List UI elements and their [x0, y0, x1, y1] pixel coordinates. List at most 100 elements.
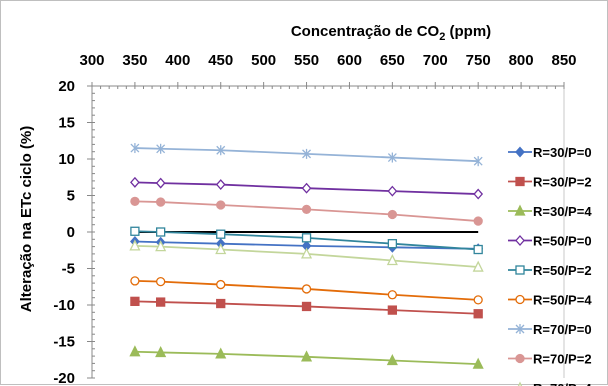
data-point [216, 200, 226, 210]
data-point [301, 301, 312, 312]
data-point [387, 209, 398, 220]
data-point [155, 345, 167, 358]
series-line [134, 244, 479, 268]
legend-marker [515, 176, 525, 187]
legend-label: R=70/P=4 [533, 381, 592, 386]
data-point [300, 247, 313, 259]
series-line [134, 147, 479, 163]
legend-item: R=50/P=4 [508, 293, 592, 308]
data-point [472, 260, 484, 272]
data-point [386, 354, 398, 366]
data-point [387, 185, 398, 197]
legend-marker [515, 324, 525, 334]
data-point [156, 297, 166, 307]
data-point [301, 233, 312, 243]
data-point [129, 239, 141, 251]
data-point [301, 284, 312, 294]
data-point [130, 296, 140, 307]
legend-item: R=50/P=0 [508, 234, 592, 249]
x-axis-title: Concentração de CO2 (ppm) [291, 23, 491, 43]
y-tick-label: -10 [53, 297, 75, 314]
data-point [130, 143, 140, 154]
x-tick-label: 750 [466, 52, 491, 69]
data-point [387, 152, 397, 163]
y-tick-label: 15 [58, 115, 75, 132]
data-point [216, 298, 226, 309]
data-point [216, 229, 226, 239]
x-tick-label: 500 [251, 52, 276, 69]
data-point [301, 182, 312, 194]
tick-labels: 300 350 400 450 500 550 600 650 700 750 800 850 20 15… [53, 52, 576, 386]
y-tick-label: 0 [67, 224, 75, 241]
data-point [302, 148, 312, 159]
legend-label: R=50/P=4 [533, 293, 592, 308]
legend-label: R=70/P=2 [533, 352, 592, 367]
data-point [215, 347, 227, 359]
data-point [155, 240, 167, 252]
legend-label: R=50/P=2 [533, 263, 592, 278]
legend-label: R=50/P=0 [533, 234, 592, 249]
x-tick-label: 300 [79, 52, 104, 69]
data-point [473, 295, 483, 305]
data-series [129, 143, 484, 369]
legend-item: R=30/P=4 [508, 204, 592, 219]
x-tick-label: 400 [165, 52, 190, 69]
data-point [156, 227, 166, 237]
data-point [473, 309, 483, 319]
y-tick-label: -20 [53, 370, 75, 386]
legend-label: R=30/P=0 [533, 145, 592, 160]
y-tick-label: 20 [58, 78, 75, 95]
series-2 [130, 296, 483, 319]
data-point [473, 188, 484, 200]
legend-item: R=70/P=2 [508, 352, 592, 367]
legend-item: R=30/P=0 [508, 145, 592, 160]
data-point [301, 204, 312, 215]
data-point [473, 156, 483, 167]
data-point [156, 276, 166, 287]
data-point [300, 350, 313, 362]
legend-label: R=70/P=0 [533, 322, 592, 337]
data-point [216, 279, 226, 290]
data-point [156, 197, 166, 207]
legend-marker [515, 265, 525, 275]
series-8 [130, 196, 483, 226]
legend-item: R=30/P=2 [508, 175, 592, 190]
x-tick-label: 350 [122, 52, 147, 69]
data-point [472, 357, 484, 369]
series-7 [130, 143, 483, 167]
legend-item: R=70/P=0 [508, 322, 592, 337]
data-point [130, 176, 140, 188]
data-point [387, 239, 398, 249]
legend-marker [514, 204, 526, 216]
legend-item: R=50/P=2 [508, 263, 592, 278]
y-axis-title: Alteração na ETc ciclo (%) [18, 126, 35, 312]
data-point [130, 276, 140, 286]
data-point [216, 145, 226, 156]
data-point [215, 179, 226, 191]
legend: R=30/P=0 R=30/P=2 R=30/P=4 R=50/P=0 R=50/P=2… [508, 145, 592, 386]
data-point [156, 143, 166, 154]
y-tick-label: 5 [67, 188, 75, 205]
y-tick-label: -15 [53, 334, 75, 351]
series-5 [130, 226, 483, 255]
data-point [473, 216, 483, 226]
x-tick-label: 450 [208, 52, 233, 69]
y-tick-label: 10 [58, 151, 75, 168]
legend-marker [515, 353, 525, 364]
legend-marker [515, 235, 525, 246]
data-point [215, 243, 227, 255]
series-9 [129, 239, 484, 272]
data-point [155, 177, 166, 189]
series-4 [130, 176, 484, 200]
x-tick-label: 650 [380, 52, 405, 69]
legend-label: R=30/P=4 [533, 204, 592, 219]
legend-item: R=70/P=4 [517, 381, 592, 386]
legend-label: R=30/P=2 [533, 175, 592, 190]
x-tick-label: 850 [551, 52, 576, 69]
legend-marker [515, 146, 525, 158]
data-point [473, 244, 483, 255]
axes [87, 82, 565, 379]
series-6 [130, 276, 483, 305]
